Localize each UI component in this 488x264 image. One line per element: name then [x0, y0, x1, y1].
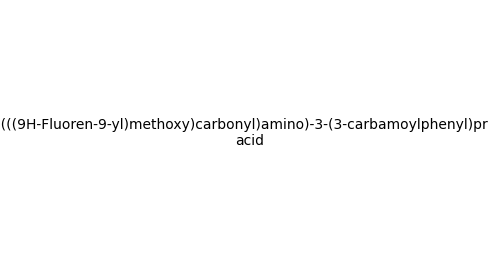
Text: (S)-2-((((9H-Fluoren-9-yl)methoxy)carbonyl)amino)-3-(3-carbamoylphenyl)propanoic: (S)-2-((((9H-Fluoren-9-yl)methoxy)carbon… [0, 118, 488, 148]
